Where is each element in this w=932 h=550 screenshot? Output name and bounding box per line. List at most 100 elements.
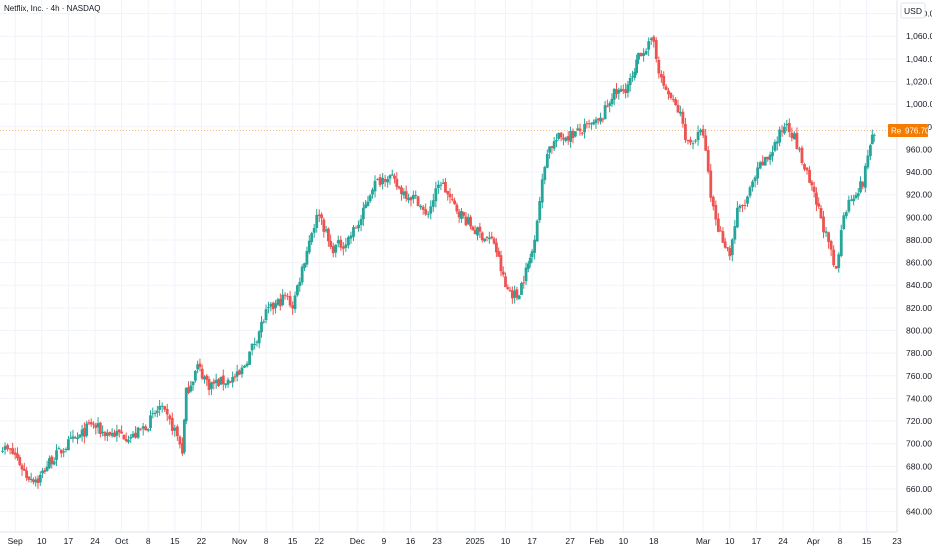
candle[interactable]: [704, 128, 708, 152]
candle[interactable]: [371, 187, 374, 199]
candle[interactable]: [671, 94, 675, 103]
currency-button[interactable]: USD: [900, 2, 926, 19]
candle[interactable]: [730, 238, 734, 262]
candle[interactable]: [506, 284, 510, 291]
candle[interactable]: [863, 163, 867, 193]
candle[interactable]: [110, 428, 114, 438]
candle[interactable]: [694, 139, 697, 144]
candle[interactable]: [67, 435, 70, 451]
candle[interactable]: [699, 128, 703, 136]
candle[interactable]: [701, 124, 705, 139]
candle[interactable]: [778, 126, 782, 147]
candle[interactable]: [637, 52, 640, 65]
candle[interactable]: [163, 405, 167, 412]
candle[interactable]: [264, 304, 268, 324]
candle[interactable]: [404, 185, 408, 202]
candle[interactable]: [331, 242, 335, 258]
candle[interactable]: [419, 204, 423, 210]
candle[interactable]: [322, 217, 326, 238]
candle[interactable]: [839, 224, 843, 258]
candle[interactable]: [13, 447, 17, 460]
candle[interactable]: [603, 100, 607, 120]
candle[interactable]: [528, 253, 532, 268]
candle[interactable]: [513, 285, 517, 304]
candle[interactable]: [191, 381, 195, 391]
candle[interactable]: [669, 92, 673, 100]
candle[interactable]: [805, 166, 809, 175]
candle[interactable]: [866, 149, 870, 170]
candle[interactable]: [426, 211, 430, 219]
candle[interactable]: [686, 139, 690, 145]
candle[interactable]: [267, 301, 270, 314]
candle[interactable]: [768, 151, 772, 165]
candle[interactable]: [599, 112, 602, 125]
candle[interactable]: [291, 301, 295, 315]
candle[interactable]: [735, 201, 739, 229]
candle[interactable]: [483, 238, 487, 243]
candle[interactable]: [45, 460, 49, 472]
candle[interactable]: [504, 272, 507, 288]
candle[interactable]: [659, 70, 663, 83]
candle[interactable]: [798, 146, 801, 153]
candle[interactable]: [224, 383, 228, 389]
candle[interactable]: [293, 291, 297, 313]
candle[interactable]: [624, 83, 628, 99]
candle[interactable]: [649, 37, 653, 45]
candle[interactable]: [868, 143, 872, 161]
candle[interactable]: [424, 203, 428, 216]
candle[interactable]: [808, 165, 811, 184]
candle[interactable]: [545, 149, 549, 169]
candle[interactable]: [16, 447, 19, 461]
candle[interactable]: [847, 195, 851, 214]
candle[interactable]: [696, 125, 700, 146]
candle[interactable]: [29, 472, 33, 483]
candle[interactable]: [790, 127, 794, 142]
candle[interactable]: [635, 54, 639, 76]
candle[interactable]: [621, 84, 625, 95]
candle[interactable]: [723, 237, 727, 249]
candle[interactable]: [120, 425, 124, 434]
candle[interactable]: [872, 133, 876, 142]
candle[interactable]: [870, 129, 874, 145]
candle[interactable]: [733, 219, 737, 244]
candle[interactable]: [590, 122, 593, 130]
candle[interactable]: [859, 176, 862, 194]
candle[interactable]: [626, 80, 630, 98]
candle[interactable]: [524, 262, 528, 285]
candle[interactable]: [298, 277, 302, 292]
candle[interactable]: [501, 266, 505, 278]
candle[interactable]: [144, 424, 148, 431]
candle[interactable]: [212, 378, 216, 390]
candle[interactable]: [55, 444, 58, 467]
candle[interactable]: [758, 160, 762, 170]
candle[interactable]: [706, 145, 710, 174]
candle[interactable]: [576, 124, 580, 131]
candle[interactable]: [238, 369, 241, 376]
candle[interactable]: [324, 225, 328, 233]
candle[interactable]: [115, 424, 119, 442]
candle[interactable]: [550, 145, 554, 154]
candle[interactable]: [473, 225, 477, 235]
candle[interactable]: [557, 132, 561, 141]
candle[interactable]: [274, 300, 277, 314]
candle[interactable]: [834, 266, 838, 269]
candle[interactable]: [98, 421, 102, 438]
candle[interactable]: [175, 424, 179, 441]
candle[interactable]: [738, 204, 742, 213]
candle[interactable]: [219, 376, 223, 386]
candle[interactable]: [1, 447, 4, 454]
candle[interactable]: [388, 174, 392, 185]
candle[interactable]: [766, 156, 770, 162]
candle[interactable]: [719, 226, 723, 232]
candle[interactable]: [303, 262, 306, 272]
candle[interactable]: [615, 82, 618, 99]
candle[interactable]: [276, 297, 280, 307]
candle[interactable]: [610, 93, 614, 107]
candle[interactable]: [187, 381, 190, 395]
candle[interactable]: [522, 275, 526, 289]
candle[interactable]: [517, 294, 521, 300]
candle[interactable]: [80, 424, 84, 442]
candle[interactable]: [82, 422, 86, 444]
candle[interactable]: [69, 431, 73, 439]
candle[interactable]: [535, 219, 539, 242]
